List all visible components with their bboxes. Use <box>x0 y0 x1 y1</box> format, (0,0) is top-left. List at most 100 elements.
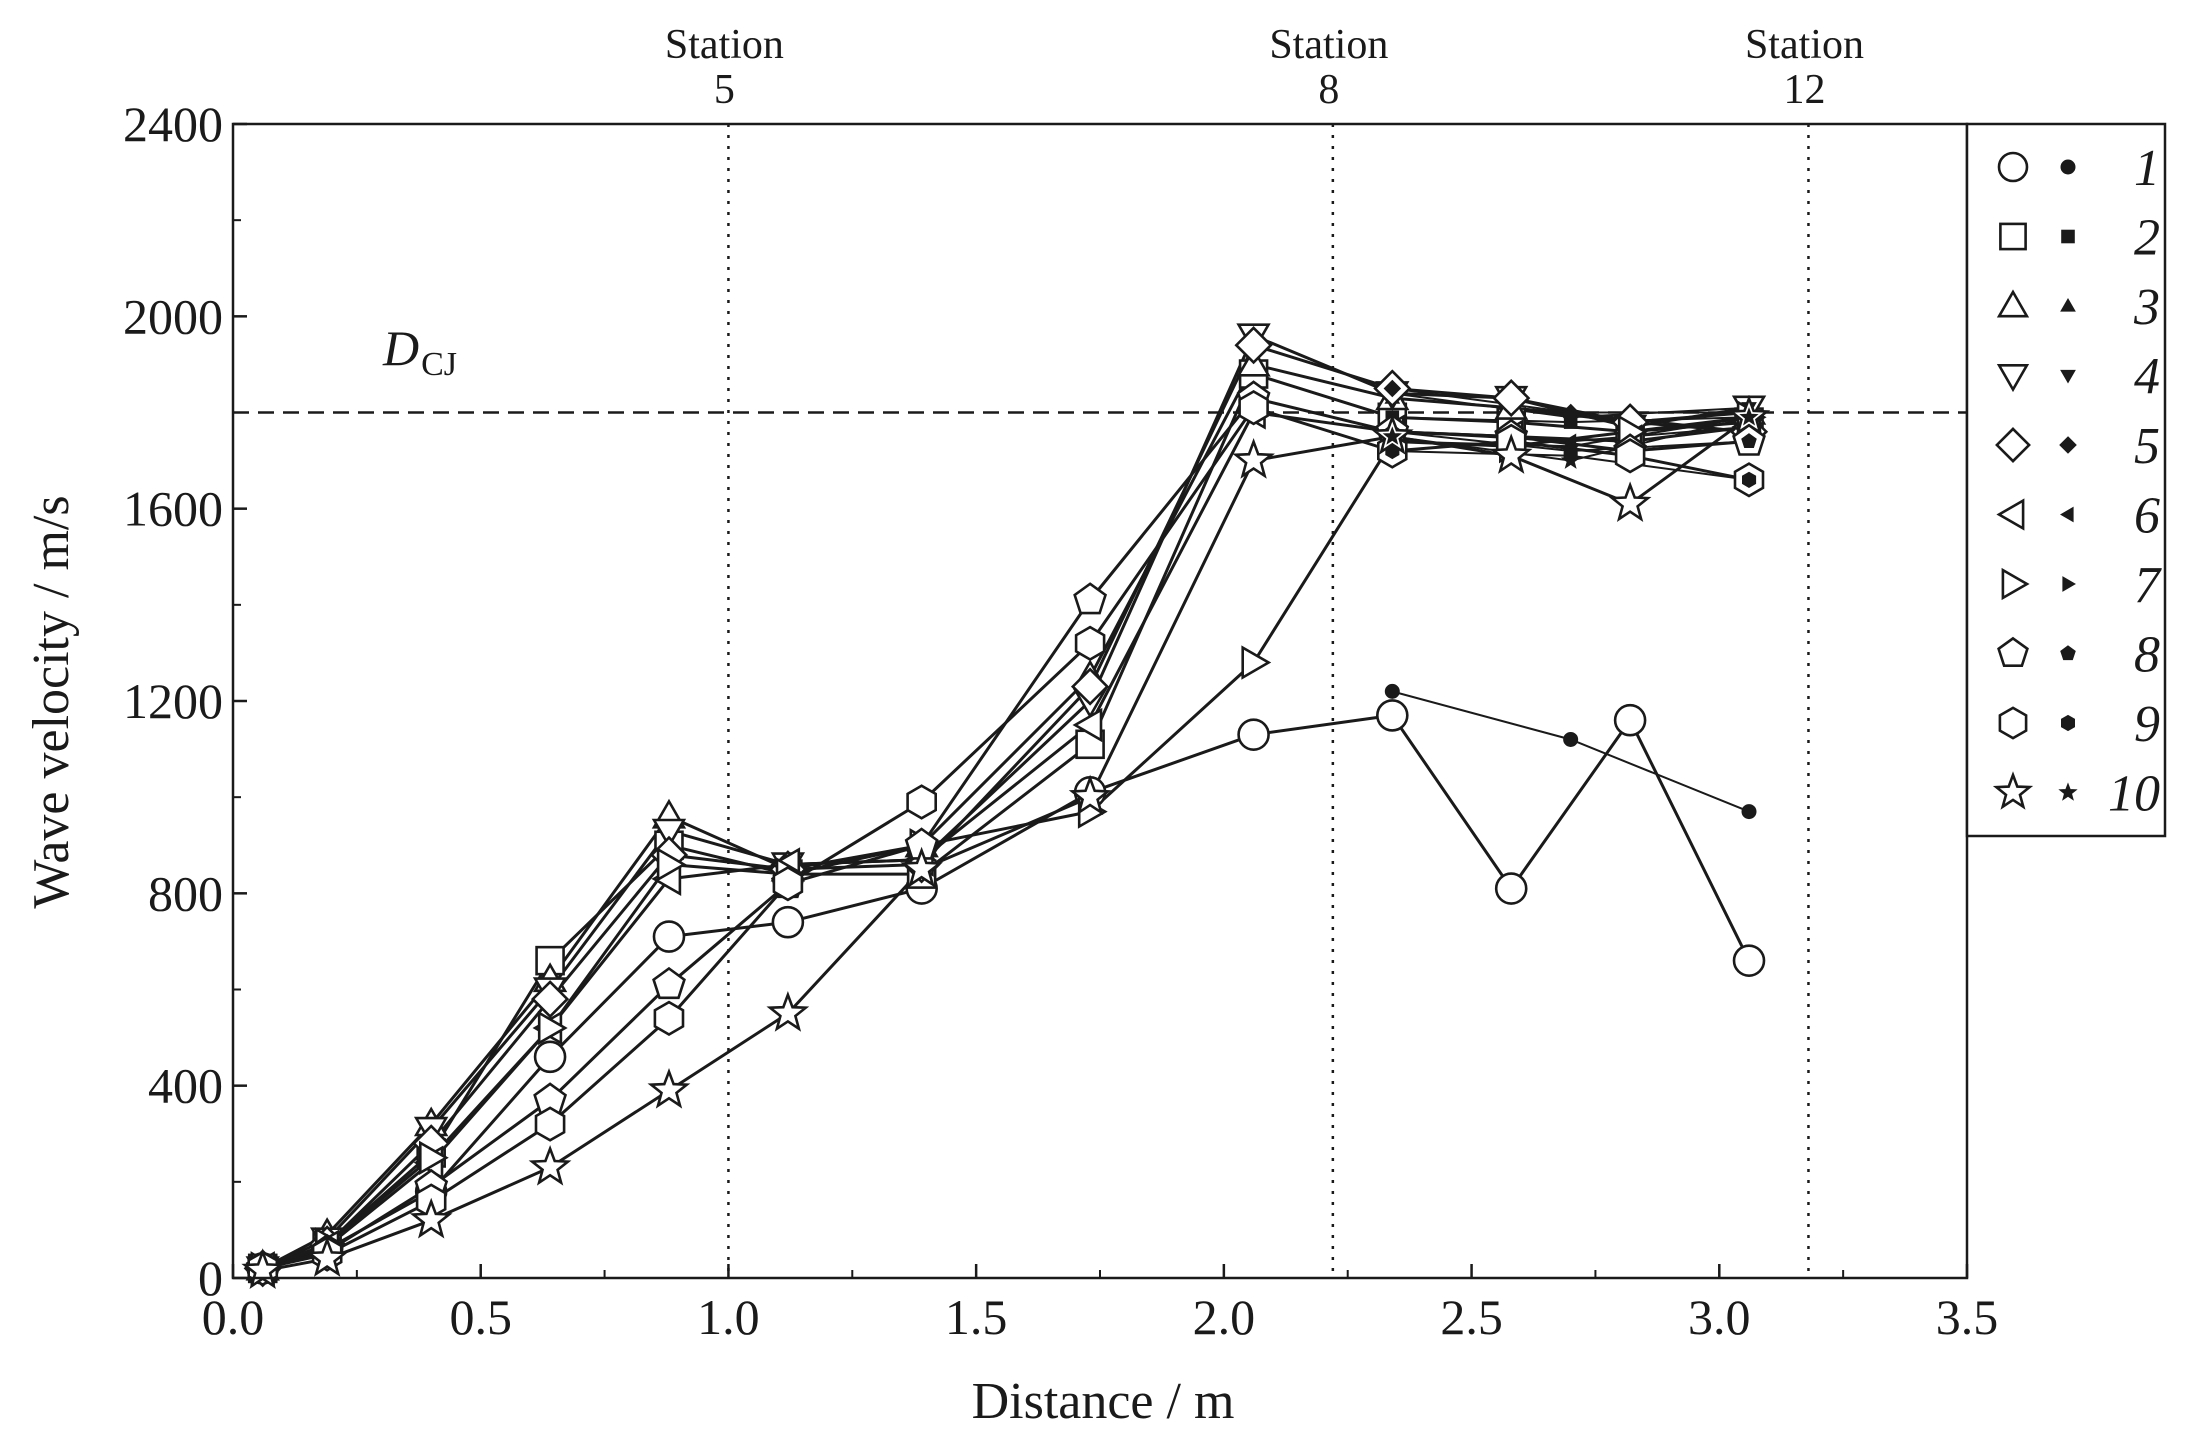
series-10-filled-point <box>1739 407 1759 426</box>
x-tick-label: 3.0 <box>1688 1289 1751 1345</box>
series-9-open-point <box>534 1106 566 1142</box>
series-9-open-point <box>1238 389 1269 426</box>
series-5-open-point <box>1234 326 1273 365</box>
station-word: Station <box>665 22 784 68</box>
x-tick-label: 0.5 <box>449 1289 512 1345</box>
series-1-open-point <box>771 905 805 939</box>
dcj-letter: D <box>382 320 419 376</box>
series-9-open-point <box>1074 625 1106 662</box>
legend-filled-marker-5 <box>2059 436 2077 454</box>
legend-open-marker-2 <box>1999 222 2027 251</box>
legend: 1 2 3 4 5 6 7 8 9 10 <box>1965 122 2167 838</box>
series-9-filled-point <box>1742 471 1757 488</box>
y-tick-label: 1600 <box>123 481 223 537</box>
series-1-open-point <box>1613 703 1647 737</box>
legend-open-marker-10 <box>1992 771 2034 810</box>
y-tick-label: 1200 <box>123 673 223 729</box>
legend-label: 1 <box>2134 140 2160 197</box>
series-8-open-point <box>652 966 686 1000</box>
series-1-open-point <box>1237 718 1270 751</box>
series-1-filled-point <box>1384 683 1400 699</box>
series-10-open-point <box>1068 774 1112 816</box>
legend-open-marker-6 <box>1996 498 2025 531</box>
legend-label: 5 <box>2134 418 2160 475</box>
series-10-open-point <box>1489 433 1533 474</box>
series-7-open-point <box>656 847 687 882</box>
y-tick-label: 800 <box>148 865 223 921</box>
series-5-open-point <box>530 980 570 1019</box>
series-8-open-point <box>1073 582 1108 615</box>
x-axis-title: Distance / m <box>972 1373 1235 1430</box>
series-10-open-point <box>900 846 944 888</box>
legend-label: 6 <box>2134 488 2160 545</box>
x-tick-label: 2.5 <box>1440 1289 1503 1345</box>
series-1-open-point <box>533 1040 567 1074</box>
legend-filled-marker-1 <box>2060 159 2076 175</box>
legend-label: 2 <box>2134 210 2160 267</box>
series-5-filled-point <box>1561 403 1580 422</box>
y-tick-label: 2000 <box>123 288 223 344</box>
legend-label: 9 <box>2134 696 2160 753</box>
series-4-open-point <box>651 818 687 849</box>
x-tick-label: 0.0 <box>202 1289 265 1345</box>
legend-filled-marker-9 <box>2061 714 2075 732</box>
series-10-open-point <box>409 1197 453 1239</box>
station-word: Station <box>1269 22 1388 68</box>
series-8-filled-point <box>1741 433 1757 448</box>
series-10-open-point <box>1608 481 1652 523</box>
series-7-open-point <box>537 1010 568 1046</box>
x-tick-label: 1.5 <box>945 1289 1008 1345</box>
dcj-reference-label: DCJ <box>382 320 457 383</box>
legend-filled-marker-2 <box>2061 229 2075 244</box>
legend-filled-marker-8 <box>2060 645 2076 661</box>
legend-filled-marker-10 <box>2058 782 2078 801</box>
series-5-open-point <box>1492 378 1531 418</box>
series-9-open-point <box>772 865 804 902</box>
y-tick-label: 400 <box>148 1058 223 1114</box>
x-tick-label: 3.5 <box>1936 1289 1999 1345</box>
station-number: 8 <box>1318 67 1339 113</box>
legend-filled-marker-4 <box>2060 369 2076 384</box>
series-9-open-point <box>1614 438 1646 474</box>
series-10-filled-point <box>1560 450 1581 469</box>
legend-open-marker-3 <box>1996 289 2030 318</box>
series-6-open-point <box>1072 707 1103 743</box>
legend-filled-marker-6 <box>2060 506 2074 523</box>
legend-open-marker-9 <box>1998 706 2028 740</box>
series-10-open-point <box>528 1145 572 1186</box>
legend-open-marker-5 <box>1995 427 2031 463</box>
series-1-filled-point <box>1741 804 1757 820</box>
series-5-open-point <box>1070 667 1110 706</box>
legend-open-marker-4 <box>1996 363 2030 393</box>
legend-filled-marker-7 <box>2062 576 2076 592</box>
x-axis-ticks: 0.0 0.5 1.0 1.5 2.0 2.5 3.0 3.5 <box>202 1264 1999 1345</box>
series-10-open-point <box>647 1067 691 1109</box>
series-markers <box>241 323 1771 1289</box>
legend-label: 4 <box>2134 349 2160 406</box>
series-layer <box>241 323 1771 1289</box>
x-tick-label: 2.0 <box>1193 1289 1256 1345</box>
legend-label: 7 <box>2134 557 2162 614</box>
series-10-open-point <box>1232 438 1275 479</box>
y-axis-ticks: 0 400 800 1200 1600 2000 2400 <box>123 96 247 1306</box>
series-7-open-point <box>1241 645 1272 680</box>
station-number: 5 <box>714 67 735 113</box>
series-9-open-point <box>653 1000 685 1037</box>
legend-open-marker-1 <box>1997 151 2029 183</box>
series-1-open-point <box>1732 944 1766 977</box>
series-5-filled-point <box>1383 379 1402 398</box>
series-7-open-point <box>418 1140 449 1175</box>
legend-label: 3 <box>2133 279 2160 336</box>
series-1-open-point <box>1494 872 1528 905</box>
y-tick-label: 0 <box>198 1250 223 1306</box>
series-9-open-point <box>906 784 938 820</box>
legend-label: 8 <box>2134 627 2160 684</box>
dcj-subscript: CJ <box>421 346 457 383</box>
series-1-open-point <box>1376 699 1409 732</box>
series-10-open-point <box>766 991 810 1032</box>
legend-open-marker-8 <box>1997 636 2029 668</box>
guide-lines <box>233 124 1967 1278</box>
series-10-open-point <box>305 1236 349 1277</box>
